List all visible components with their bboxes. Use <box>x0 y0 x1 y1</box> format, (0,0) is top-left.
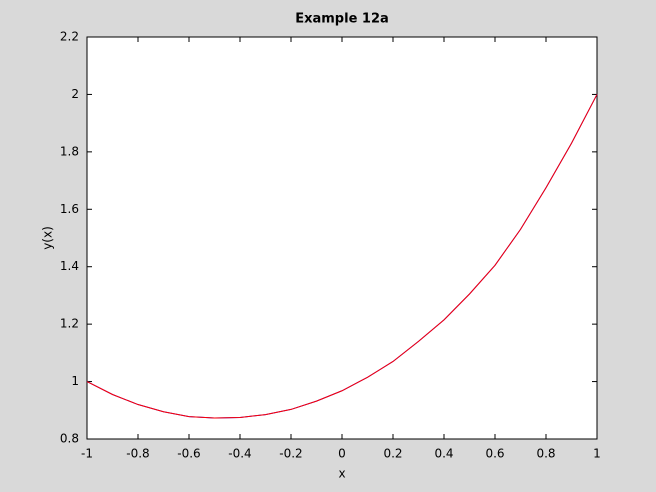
chart-title: Example 12a <box>295 12 389 27</box>
y-tick-label: 2 <box>71 87 79 101</box>
x-tick-label: 0.6 <box>485 447 504 461</box>
axes-box <box>86 36 598 440</box>
y-tick-label: 0.8 <box>60 432 79 446</box>
x-tick-label: 0.4 <box>434 447 453 461</box>
y-tick-label: 1.8 <box>60 144 79 158</box>
y-tick-label: 2.2 <box>60 30 79 44</box>
y-axis-label: y(x) <box>41 226 55 250</box>
y-tick-label: 1 <box>71 374 79 388</box>
x-tick-label: -0.6 <box>177 447 200 461</box>
y-tick-label: 1.4 <box>60 259 79 273</box>
x-tick-label: -0.8 <box>126 447 149 461</box>
x-tick-label: 0 <box>338 447 346 461</box>
x-tick-label: -0.4 <box>228 447 251 461</box>
y-tick-label: 1.6 <box>60 202 79 216</box>
y-tick-label: 1.2 <box>60 317 79 331</box>
x-tick-label: 0.8 <box>536 447 555 461</box>
x-tick-label: -1 <box>81 447 93 461</box>
x-tick-label: 0.2 <box>383 447 402 461</box>
x-axis-label: x <box>338 467 345 481</box>
x-tick-label: -0.2 <box>279 447 302 461</box>
data-line <box>86 94 598 419</box>
x-tick-label: 1 <box>593 447 601 461</box>
